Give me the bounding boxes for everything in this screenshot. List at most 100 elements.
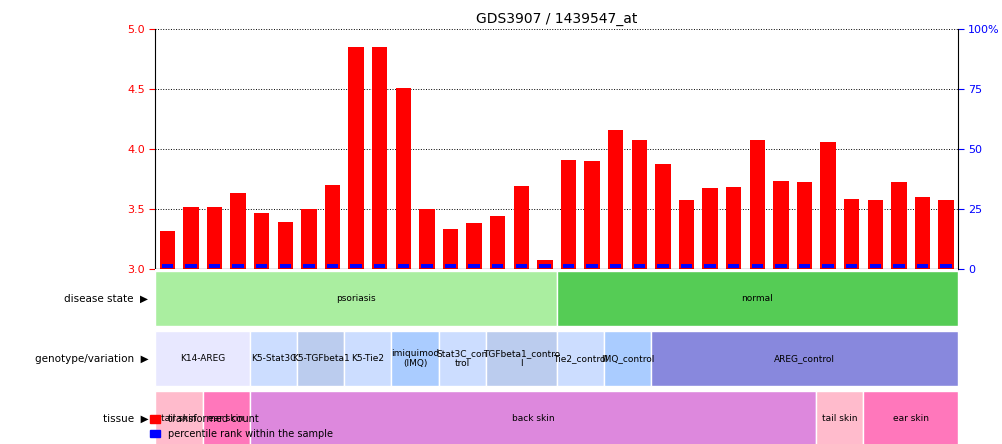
Bar [468, 264, 479, 268]
Bar [297, 331, 344, 386]
Bar [748, 140, 765, 269]
Bar [202, 391, 249, 444]
Text: K5-Stat3C: K5-Stat3C [250, 354, 296, 363]
Bar [678, 200, 693, 269]
Text: back skin: back skin [511, 414, 554, 423]
Bar [656, 264, 668, 268]
Bar [155, 331, 249, 386]
Bar [466, 223, 481, 269]
Bar [419, 209, 434, 269]
Bar [680, 264, 691, 268]
Bar [820, 142, 835, 269]
Bar [869, 264, 880, 268]
Text: tail skin: tail skin [822, 414, 857, 423]
Bar [822, 264, 833, 268]
Bar [586, 264, 597, 268]
Bar [350, 264, 362, 268]
Bar [249, 331, 297, 386]
Bar [843, 199, 859, 269]
Bar [603, 331, 650, 386]
Legend: transformed count, percentile rank within the sample: transformed count, percentile rank withi… [150, 414, 333, 439]
Bar [515, 264, 526, 268]
Bar [208, 264, 220, 268]
Bar [232, 264, 243, 268]
Bar [490, 216, 505, 269]
Bar [816, 391, 863, 444]
Bar [372, 47, 387, 269]
Bar [155, 271, 556, 326]
Bar [940, 264, 951, 268]
Bar [916, 264, 927, 268]
Text: normal: normal [740, 294, 773, 303]
Bar [701, 188, 717, 269]
Bar [584, 161, 599, 269]
Bar [348, 47, 364, 269]
Bar [556, 331, 603, 386]
Bar [374, 264, 385, 268]
Bar [938, 200, 953, 269]
Bar [256, 264, 268, 268]
Bar [301, 209, 317, 269]
Bar [650, 331, 957, 386]
Bar [725, 187, 740, 269]
Bar [750, 264, 763, 268]
Bar [185, 264, 196, 268]
Bar [609, 264, 621, 268]
Bar [798, 264, 810, 268]
Text: IMQ_control: IMQ_control [600, 354, 653, 363]
Text: TGFbeta1_contro
l: TGFbeta1_contro l [482, 349, 559, 368]
Bar [327, 264, 338, 268]
Bar [159, 231, 174, 269]
Bar [303, 264, 315, 268]
Text: tissue  ▶: tissue ▶ [102, 413, 148, 424]
Bar [773, 181, 788, 269]
Bar [442, 229, 458, 269]
Bar [325, 185, 340, 269]
Text: disease state  ▶: disease state ▶ [64, 293, 148, 304]
Text: psoriasis: psoriasis [336, 294, 376, 303]
Text: ear skin: ear skin [208, 414, 244, 423]
Bar [391, 331, 438, 386]
Bar [703, 264, 715, 268]
Text: K14-AREG: K14-AREG [180, 354, 225, 363]
Bar [444, 264, 456, 268]
Bar [867, 200, 882, 269]
Text: genotype/variation  ▶: genotype/variation ▶ [35, 353, 148, 364]
Bar [161, 264, 173, 268]
Bar [206, 207, 221, 269]
Bar [249, 391, 816, 444]
Bar [914, 197, 929, 269]
Text: Tie2_control: Tie2_control [552, 354, 607, 363]
Bar [796, 182, 812, 269]
Bar [395, 87, 411, 269]
Text: tail skin: tail skin [161, 414, 196, 423]
Bar [562, 264, 573, 268]
Bar [556, 271, 957, 326]
Bar [845, 264, 857, 268]
Bar [863, 391, 957, 444]
Bar [421, 264, 432, 268]
Bar [539, 264, 550, 268]
Bar [654, 164, 670, 269]
Bar [891, 182, 906, 269]
Bar [278, 222, 293, 269]
Bar [513, 186, 528, 269]
Text: K5-Tie2: K5-Tie2 [351, 354, 384, 363]
Bar [344, 331, 391, 386]
Text: K5-TGFbeta1: K5-TGFbeta1 [292, 354, 349, 363]
Text: ear skin: ear skin [892, 414, 928, 423]
Bar [491, 264, 503, 268]
Text: AREG_control: AREG_control [774, 354, 834, 363]
Bar [607, 130, 622, 269]
Bar [155, 391, 202, 444]
Bar [438, 331, 485, 386]
Bar [727, 264, 738, 268]
Bar [537, 260, 552, 269]
Bar [254, 214, 270, 269]
Bar [230, 193, 245, 269]
Bar [633, 264, 644, 268]
Bar [775, 264, 786, 268]
Bar [485, 331, 556, 386]
Bar [183, 207, 198, 269]
Bar [280, 264, 291, 268]
